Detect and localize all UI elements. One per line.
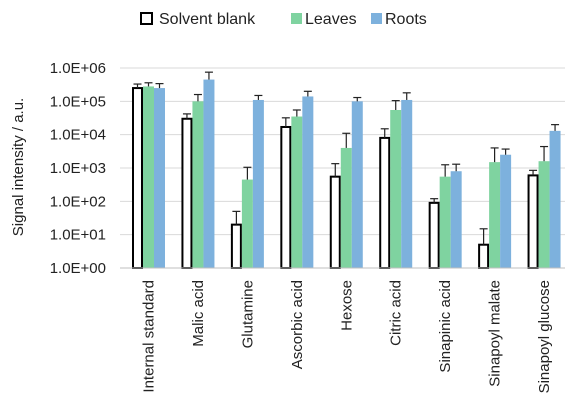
bar bbox=[351, 101, 363, 268]
bar bbox=[241, 179, 253, 268]
bar bbox=[379, 136, 391, 269]
legend-label-roots: Roots bbox=[385, 11, 427, 28]
bar bbox=[203, 79, 215, 268]
y-axis-tick-labels: 1.0E+00 1.0E+01 1.0E+02 1.0E+03 1.0E+04 1.0E+… bbox=[50, 60, 106, 277]
bar bbox=[527, 174, 539, 269]
x-tick-label: Hexose bbox=[338, 280, 355, 331]
bar bbox=[340, 147, 352, 268]
bar bbox=[401, 99, 413, 268]
legend-swatch-solvent-blank bbox=[140, 12, 153, 25]
bar bbox=[280, 125, 292, 270]
legend-label-solvent-blank: Solvent blank bbox=[159, 11, 256, 28]
y-axis-label: Signal intensity / a.u. bbox=[10, 98, 27, 236]
y-tick-label: 1.0E+03 bbox=[50, 160, 106, 177]
bar bbox=[500, 154, 512, 268]
x-tick-label: Glutamine bbox=[239, 280, 256, 348]
bar bbox=[390, 109, 402, 268]
bar bbox=[329, 175, 341, 269]
bar bbox=[549, 130, 561, 268]
y-tick-label: 1.0E+04 bbox=[50, 127, 106, 144]
x-axis-tick-labels: Internal standard Malic acid Glutamine Asco… bbox=[141, 280, 554, 393]
x-tick-label: Sinapinic acid bbox=[437, 280, 454, 373]
bar bbox=[450, 171, 462, 268]
legend-swatch-leaves bbox=[291, 13, 302, 24]
bar bbox=[252, 99, 264, 268]
bar bbox=[192, 101, 204, 268]
y-tick-label: 1.0E+01 bbox=[50, 227, 106, 244]
bar bbox=[291, 116, 303, 268]
x-tick-label: Sinapoyl glucose bbox=[536, 280, 553, 393]
bar bbox=[489, 162, 501, 268]
x-tick-label: Citric acid bbox=[388, 280, 405, 346]
x-tick-label: Ascorbic acid bbox=[289, 280, 306, 369]
bars bbox=[132, 79, 561, 270]
error-bars bbox=[133, 71, 560, 245]
legend-swatch-roots bbox=[371, 13, 382, 24]
legend: Solvent blank Leaves Roots bbox=[140, 11, 427, 28]
bar bbox=[230, 223, 242, 270]
bar bbox=[428, 201, 440, 269]
bar bbox=[478, 243, 490, 270]
y-tick-label: 1.0E+02 bbox=[50, 193, 106, 210]
x-tick-label: Sinapoyl malate bbox=[487, 280, 504, 387]
y-tick-label: 1.0E+06 bbox=[50, 60, 106, 77]
legend-label-leaves: Leaves bbox=[305, 11, 357, 28]
bar bbox=[132, 87, 143, 269]
x-tick-label: Internal standard bbox=[141, 280, 158, 393]
bar bbox=[302, 96, 314, 268]
bar bbox=[538, 161, 550, 268]
x-tick-label: Malic acid bbox=[190, 280, 207, 347]
bar bbox=[143, 86, 154, 268]
bar bbox=[439, 176, 451, 268]
y-tick-label: 1.0E+00 bbox=[50, 260, 106, 277]
y-tick-label: 1.0E+05 bbox=[50, 93, 106, 110]
bar bbox=[154, 88, 165, 268]
bar bbox=[181, 117, 193, 270]
